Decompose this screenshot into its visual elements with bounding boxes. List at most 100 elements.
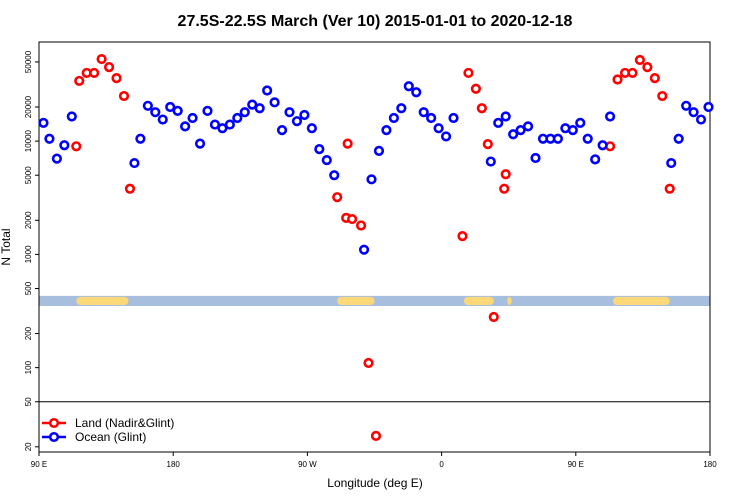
x-tick-label-1: 180	[167, 460, 181, 469]
ocean-point-36	[381, 125, 392, 136]
y-tick-label-2: 100	[24, 360, 33, 374]
ocean-point-64	[673, 133, 684, 144]
ocean-point-49	[508, 129, 519, 140]
land-point-21	[488, 311, 499, 323]
ocean-point-40	[411, 87, 422, 98]
ocean-point-33	[358, 244, 370, 255]
plot-frame	[38, 41, 711, 453]
x-tick-label-3: 0	[439, 460, 444, 469]
land-point-28	[634, 54, 646, 66]
y-tick-label-8: 10000	[24, 129, 33, 152]
map-land-patch-3	[507, 296, 512, 306]
ocean-point-15	[202, 105, 213, 116]
y-tick-label-1: 50	[24, 397, 33, 406]
x-tick-label-2: 90 W	[298, 460, 317, 469]
ocean-point-3	[59, 140, 70, 151]
ocean-point-50	[515, 125, 526, 136]
y-tick-label-9: 20000	[24, 95, 33, 118]
legend-entry-ocean: Ocean (Glint)	[42, 430, 146, 444]
x-tick-label-0: 90 E	[31, 460, 47, 469]
ocean-point-1	[44, 133, 55, 144]
map-land-patch-4	[613, 296, 670, 306]
ocean-point-55	[552, 133, 564, 144]
land-point-30	[649, 73, 660, 84]
land-point-10	[342, 138, 353, 149]
ocean-point-39	[403, 81, 414, 92]
land-point-5	[103, 62, 115, 73]
ocean-point-42	[426, 112, 437, 124]
ocean-point-45	[448, 112, 459, 124]
y-axis-label: N Total	[0, 228, 13, 265]
ocean-point-0	[38, 117, 49, 128]
land-point-27	[627, 67, 638, 79]
chart-title: 27.5S-22.5S March (Ver 10) 2015-01-01 to…	[178, 13, 573, 30]
land-point-18	[470, 83, 481, 94]
ocean-point-51	[522, 121, 534, 132]
ocean-point-10	[165, 101, 176, 113]
ocean-point-65	[681, 100, 692, 111]
land-point-4	[96, 53, 107, 65]
land-point-13	[355, 220, 367, 231]
ocean-point-66	[688, 107, 699, 118]
ocean-point-12	[180, 121, 191, 132]
ocean-point-38	[396, 103, 407, 114]
ocean-point-67	[695, 114, 707, 125]
ocean-point-34	[366, 174, 377, 185]
series-ocean	[38, 81, 714, 255]
ocean-point-60	[590, 154, 601, 165]
x-axis-label: Longitude (deg E)	[327, 476, 422, 490]
ocean-point-17	[217, 123, 228, 134]
land-point-25	[612, 74, 623, 85]
ocean-point-58	[575, 117, 586, 128]
x-tick-label-5: 180	[703, 460, 717, 469]
ocean-point-27	[291, 116, 303, 127]
ocean-point-30	[314, 144, 325, 155]
ocean-point-25	[276, 125, 288, 136]
land-point-22	[499, 183, 510, 194]
land-point-31	[657, 90, 668, 102]
ocean-point-48	[500, 111, 511, 122]
map-land-patch-0	[76, 296, 129, 306]
ocean-point-62	[604, 111, 616, 122]
land-point-12	[347, 213, 358, 225]
land-point-9	[332, 192, 343, 203]
land-point-7	[118, 90, 130, 102]
ocean-point-41	[418, 107, 429, 118]
ocean-point-8	[150, 107, 161, 118]
legend-label-ocean: Ocean (Glint)	[75, 430, 146, 444]
ocean-point-4	[66, 111, 77, 122]
land-point-8	[124, 183, 136, 194]
land-point-15	[370, 430, 382, 441]
series-land	[71, 53, 675, 441]
ocean-point-47	[493, 117, 504, 128]
x-axis: 90 E 180 90 W 0 90 E 180	[31, 452, 717, 469]
legend-marker-land	[48, 417, 60, 429]
ocean-point-61	[597, 140, 608, 151]
ocean-point-6	[135, 133, 146, 144]
ocean-point-28	[299, 109, 310, 121]
y-tick-label-5: 1000	[24, 245, 33, 263]
land-point-19	[476, 103, 487, 114]
ocean-point-31	[321, 154, 332, 166]
y-tick-label-10: 50000	[24, 50, 33, 73]
legend-entry-land: Land (Nadir&Glint)	[42, 416, 174, 430]
map-land-patch-1	[337, 296, 375, 306]
y-tick-label-4: 500	[24, 281, 33, 295]
land-point-20	[482, 139, 493, 150]
legend: Land (Nadir&Glint) Ocean (Glint)	[42, 416, 174, 444]
ocean-point-9	[157, 114, 168, 125]
y-tick-label-3: 200	[24, 326, 33, 340]
ocean-point-5	[129, 157, 140, 169]
land-point-16	[457, 231, 468, 242]
y-tick-label-6: 2000	[24, 211, 33, 229]
ocean-point-63	[666, 157, 677, 169]
ocean-point-35	[373, 145, 385, 156]
land-point-29	[642, 62, 653, 73]
y-axis: 20 50 100 200 500 1000 2000 5000 10000 20000 50000	[24, 50, 39, 451]
y-tick-label-0: 20	[24, 442, 33, 451]
ocean-point-20	[239, 107, 250, 118]
land-point-14	[363, 357, 374, 369]
ocean-point-37	[388, 112, 399, 124]
ocean-point-23	[262, 85, 273, 96]
data-points	[38, 53, 714, 441]
